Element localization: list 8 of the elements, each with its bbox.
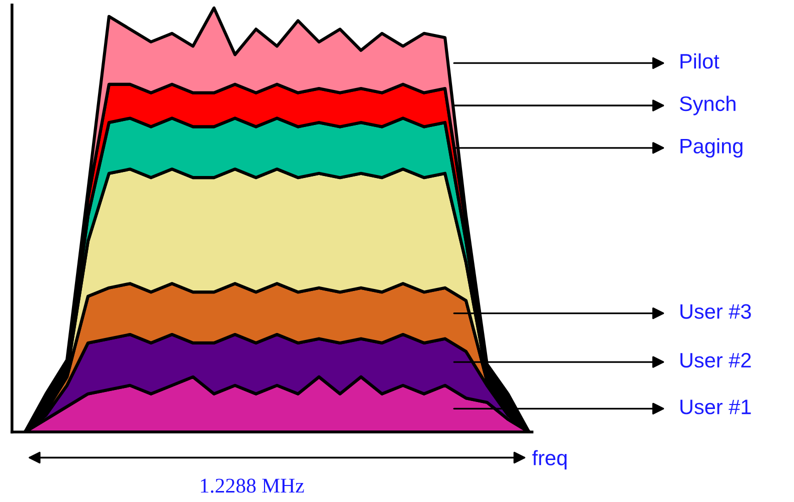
text: Paging: [680, 138, 742, 158]
text: User #1: [680, 400, 751, 414]
x-axis-title: freq: [532, 450, 567, 470]
text: Synch: [680, 96, 736, 116]
text: User #3: [680, 304, 751, 319]
text: Pilot: [680, 53, 720, 69]
text: User #2: [680, 352, 751, 368]
text: 1.2288 MHz: [200, 478, 304, 493]
